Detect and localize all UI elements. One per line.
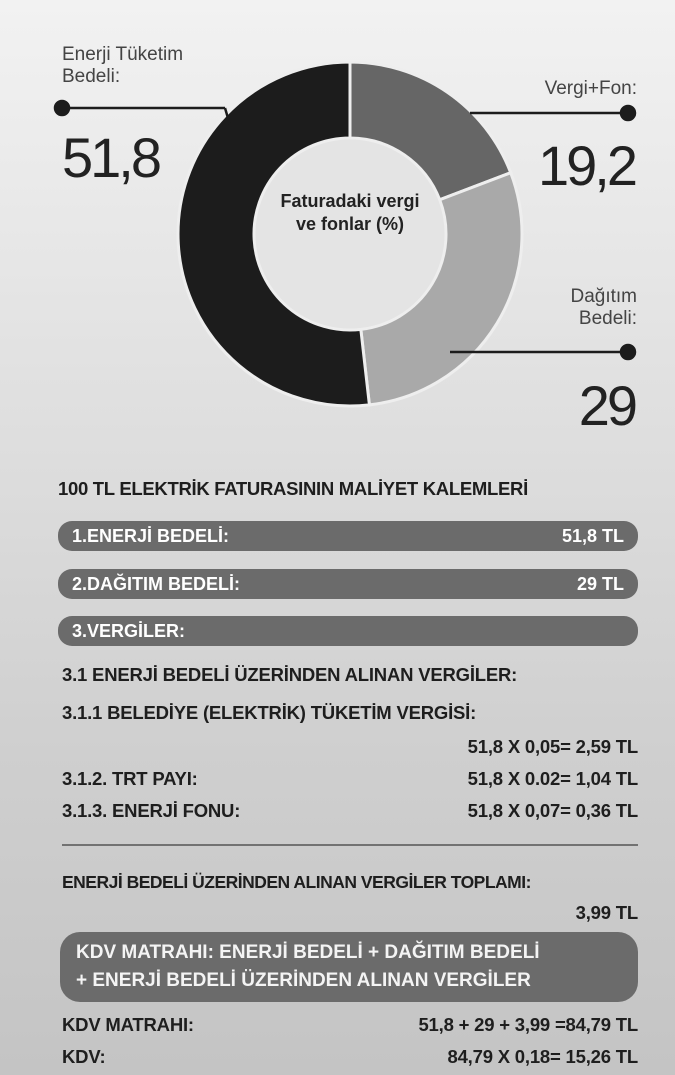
leader-dot — [619, 104, 637, 122]
donut — [176, 60, 524, 408]
leader-dot — [53, 99, 71, 117]
total-value: 3,99 TL — [575, 902, 639, 923]
donut-segment — [176, 60, 372, 408]
value-label: 19,2 — [538, 134, 638, 197]
text-line: 3.1 ENERJİ BEDELİ ÜZERİNDEN ALINAN VERGİ… — [62, 664, 638, 686]
tax-heading: 3.1.1 BELEDİYE (ELEKTRİK) TÜKETİM VERGİS… — [62, 702, 477, 723]
row-label: 1.ENERJİ BEDELİ: — [72, 525, 230, 546]
leader-dot — [619, 343, 637, 361]
donut-segment — [359, 170, 524, 407]
subtitle: 3.1 ENERJİ BEDELİ ÜZERİNDEN ALINAN VERGİ… — [62, 664, 518, 685]
text-line: 3.1.3. ENERJİ FONU: 51,8 X 0,07= 0,36 TL — [62, 800, 638, 822]
category-label: Enerji Tüketim Bedeli: — [62, 44, 184, 87]
tax-value: 51,8 X 0,07= 0,36 TL — [467, 800, 639, 821]
tax-value: 51,8 X 0.02= 1,04 TL — [467, 768, 639, 789]
note-line: + ENERJİ BEDELİ ÜZERİNDEN ALINAN VERGİLE… — [76, 970, 531, 991]
text-line: 51,8 X 0,05= 2,59 TL — [62, 736, 639, 758]
kdv-value: 51,8 + 29 + 3,99 =84,79 TL — [418, 1014, 638, 1035]
text-line: ENERJİ BEDELİ ÜZERİNDEN ALINAN VERGİLER … — [62, 872, 638, 893]
kdv-label: KDV MATRAHI: — [62, 1014, 194, 1035]
text-line: 3.1.2. TRT PAYI: 51,8 X 0.02= 1,04 TL — [62, 768, 638, 790]
note-line: KDV MATRAHI: ENERJİ BEDELİ + DAĞITIM BED… — [76, 942, 540, 963]
value-label: 29 — [578, 374, 638, 437]
total-label: ENERJİ BEDELİ ÜZERİNDEN ALINAN VERGİLER … — [62, 872, 531, 892]
cost-row: 2.DAĞITIM BEDELİ: 29 TL — [58, 569, 638, 599]
tax-label: 3.1.3. ENERJİ FONU: — [62, 800, 241, 821]
kdv-note: KDV MATRAHI: ENERJİ BEDELİ + DAĞITIM BED… — [60, 932, 638, 1002]
leader-lines — [53, 99, 637, 361]
row-label: 2.DAĞITIM BEDELİ: — [72, 573, 241, 594]
row-label: 3.VERGİLER: — [72, 620, 186, 641]
category-label: Vergi+Fon: — [544, 78, 637, 99]
donut-hole — [255, 139, 445, 329]
row-value: 29 TL — [576, 573, 624, 594]
cost-row: 1.ENERJİ BEDELİ: 51,8 TL — [58, 521, 638, 551]
kdv-value: 84,79 X 0,18= 15,26 TL — [447, 1046, 638, 1067]
text-line: 3.1.1 BELEDİYE (ELEKTRİK) TÜKETİM VERGİS… — [62, 702, 638, 724]
text-line: KDV MATRAHI: 51,8 + 29 + 3,99 =84,79 TL — [62, 1014, 638, 1036]
text-line: KDV: 84,79 X 0,18= 15,26 TL — [62, 1046, 638, 1068]
kdv-label: KDV: — [62, 1046, 106, 1067]
leader-line — [223, 107, 232, 126]
category-label: Dağıtım Bedeli: — [570, 286, 637, 329]
tax-label: 3.1.2. TRT PAYI: — [62, 768, 198, 789]
tax-value: 51,8 X 0,05= 2,59 TL — [467, 736, 639, 757]
row-value: 51,8 TL — [561, 525, 624, 546]
section-title: 100 TL ELEKTRİK FATURASININ MALİYET KALE… — [58, 478, 528, 499]
value-label: 51,8 — [62, 126, 162, 189]
cost-row: 3.VERGİLER: — [58, 616, 638, 646]
text-line: 3,99 TL — [62, 902, 639, 924]
center-label: Faturadaki vergi ve fonlar (%) — [280, 191, 420, 234]
